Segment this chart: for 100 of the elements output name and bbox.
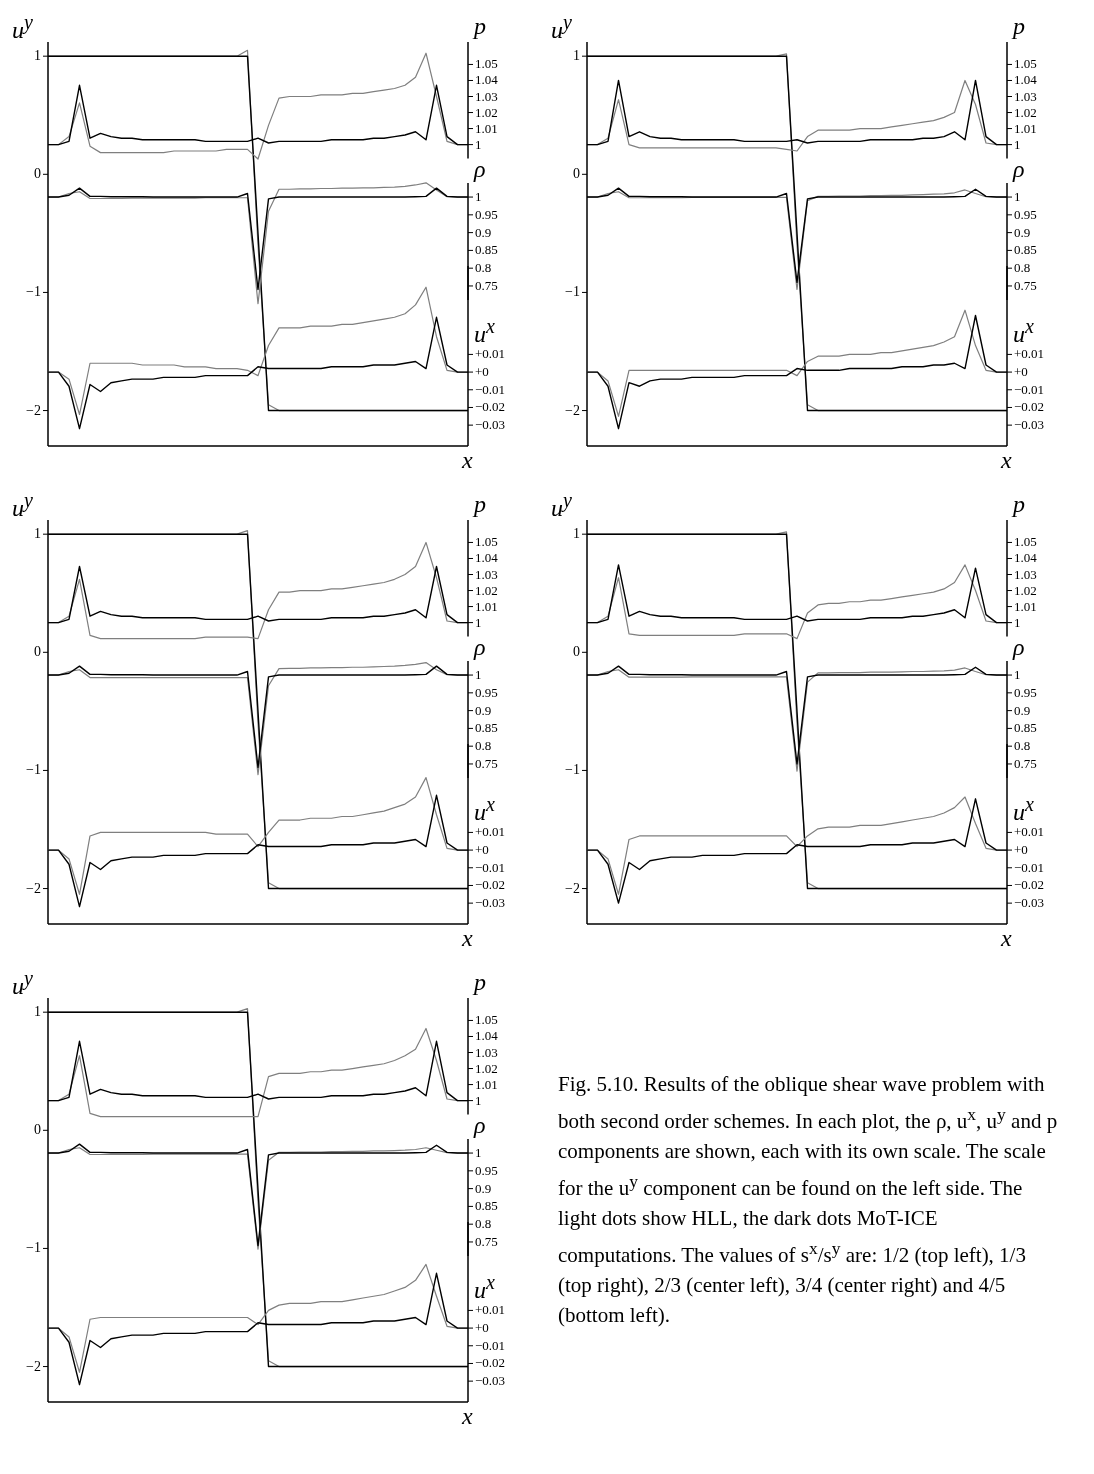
y-axis-title: u$^{x}$	[1013, 792, 1034, 827]
y2-tick-label: 1.04	[1014, 72, 1038, 88]
y-tick-label: −0.01	[1014, 859, 1045, 875]
y2-tick-label: 1.01	[1014, 598, 1037, 614]
y3-tick-label: 0.85	[475, 720, 498, 736]
y-tick-label: +0	[475, 1320, 489, 1336]
y2-tick-label: 1.02	[475, 582, 498, 598]
y-tick-label: +0.01	[1014, 824, 1045, 840]
y-tick-label: −0.02	[1014, 877, 1045, 893]
y-tick-label: 0	[573, 644, 580, 660]
y3-tick-label: 0.95	[475, 206, 498, 222]
y2-axis-title: p	[474, 12, 486, 40]
y-tick-label: −2	[565, 402, 580, 418]
y2-tick-label: 1.05	[475, 56, 498, 72]
y3-axis-title: ρ	[474, 155, 486, 184]
y-axis-title: u$^{y}$	[551, 10, 572, 44]
x-axis-title: x	[462, 924, 473, 952]
y2-tick-label: 1.03	[475, 1044, 498, 1060]
y2-tick-label: 1.04	[475, 1028, 499, 1044]
y-axis-title: u$^{y}$	[12, 966, 33, 1000]
y3-tick-label: 0.75	[475, 277, 498, 293]
y-tick-label: −2	[565, 880, 580, 896]
x-axis-title: x	[1001, 446, 1012, 474]
y-tick-label: −2	[26, 402, 41, 418]
y3-tick-label: 0.8	[475, 260, 492, 276]
y-tick-label: 1	[34, 526, 41, 542]
y-tick-label: −0.02	[475, 1355, 506, 1371]
y2-tick-label: 1.03	[1014, 88, 1037, 104]
y3-tick-label: 0.9	[475, 224, 492, 240]
x-axis-title: x	[462, 446, 473, 474]
y3-tick-label: 0.8	[1014, 738, 1031, 754]
y3-tick-label: 0.85	[1014, 242, 1037, 258]
y-axis-title: u$^{x}$	[474, 1270, 495, 1305]
y-axis-title: u$^{y}$	[12, 10, 33, 44]
y-tick-label: −2	[26, 1358, 41, 1374]
y-tick-label: +0	[1014, 842, 1028, 858]
y2-tick-label: 1.04	[475, 72, 499, 88]
y2-tick-label: 1.01	[475, 598, 498, 614]
y3-axis-title: ρ	[474, 633, 486, 662]
y3-tick-label: 0.9	[475, 1180, 492, 1196]
y-tick-label: 1	[34, 48, 41, 64]
y3-axis-title: ρ	[1013, 155, 1025, 184]
y-axis-title: u$^{x}$	[1013, 314, 1034, 349]
y2-tick-label: 1.02	[1014, 104, 1037, 120]
y2-tick-label: 1.04	[1014, 550, 1038, 566]
y3-tick-label: 0.95	[475, 1162, 498, 1178]
y-axis-title: u$^{x}$	[474, 314, 495, 349]
y-axis-title: u$^{x}$	[474, 792, 495, 827]
y-axis-title: u$^{y}$	[551, 488, 572, 522]
y-tick-label: +0	[475, 364, 489, 380]
y-tick-label: 1	[34, 1004, 41, 1020]
text: Fig. 5.10. Results of the oblique shear wave problem with both second order schemes. In each plot, the ρ, u$^{x}$, u$^{y}$ and p components are shown, each with its own scale. The scale for the u$^{y}$ component can be found on the left side. The light dots show HLL, the dark dots MoT-ICE computations. The values of s$^{x}$/s$^{y}$ are: 1/2 (top left), 1/3 (top right), 2/3 (center left), 3/4 (center right) and 4/5 (bottom left).	[558, 1071, 1058, 1327]
y-tick-label: −0.03	[475, 1373, 506, 1389]
y2-tick-label: 1.02	[1014, 582, 1037, 598]
y-tick-label: 1	[573, 48, 580, 64]
y3-tick-label: 0.95	[475, 684, 498, 700]
y2-tick-label: 1.05	[475, 1012, 498, 1028]
y3-tick-label: 0.8	[475, 738, 492, 754]
y2-tick-label: 1.03	[475, 566, 498, 582]
y-tick-label: +0.01	[475, 346, 506, 362]
y-tick-label: +0.01	[1014, 346, 1045, 362]
y2-tick-label: 1.04	[475, 550, 499, 566]
y-tick-label: −1	[26, 284, 41, 300]
y-tick-label: −1	[26, 762, 41, 778]
y2-axis-title: p	[1013, 12, 1025, 40]
y-tick-label: −0.01	[475, 859, 506, 875]
y2-tick-label: 1.02	[475, 104, 498, 120]
y2-tick-label: 1.02	[475, 1060, 498, 1076]
y2-tick-label: 1.01	[475, 120, 498, 136]
y2-axis-title: p	[474, 968, 486, 996]
y-tick-label: −0.03	[475, 895, 506, 911]
y3-tick-label: 0.9	[1014, 702, 1031, 718]
y3-tick-label: 0.75	[475, 755, 498, 771]
y3-tick-label: 0.85	[475, 242, 498, 258]
y-tick-label: 1	[573, 526, 580, 542]
y-tick-label: 0	[34, 166, 41, 182]
y3-tick-label: 0.75	[1014, 277, 1037, 293]
x-axis-title: x	[462, 1402, 473, 1430]
y2-axis-title: p	[474, 490, 486, 518]
y3-tick-label: 0.8	[475, 1216, 492, 1232]
y-tick-label: +0.01	[475, 824, 506, 840]
y-tick-label: −1	[565, 762, 580, 778]
y3-tick-label: 0.9	[475, 702, 492, 718]
y3-tick-label: 0.75	[475, 1233, 498, 1249]
y3-axis-title: ρ	[1013, 633, 1025, 662]
y-tick-label: −0.02	[475, 399, 506, 415]
y-tick-label: −0.02	[1014, 399, 1045, 415]
y-tick-label: 0	[34, 644, 41, 660]
y-tick-label: 0	[573, 166, 580, 182]
y-tick-label: +0.01	[475, 1302, 506, 1318]
y-tick-label: −1	[26, 1240, 41, 1256]
y2-axis-title: p	[1013, 490, 1025, 518]
y3-tick-label: 0.85	[1014, 720, 1037, 736]
y2-tick-label: 1.05	[475, 534, 498, 550]
y3-tick-label: 0.9	[1014, 224, 1031, 240]
y-tick-label: −2	[26, 880, 41, 896]
y3-tick-label: 0.85	[475, 1198, 498, 1214]
y-tick-label: +0	[1014, 364, 1028, 380]
y-tick-label: −0.01	[1014, 381, 1045, 397]
y3-tick-label: 0.8	[1014, 260, 1031, 276]
